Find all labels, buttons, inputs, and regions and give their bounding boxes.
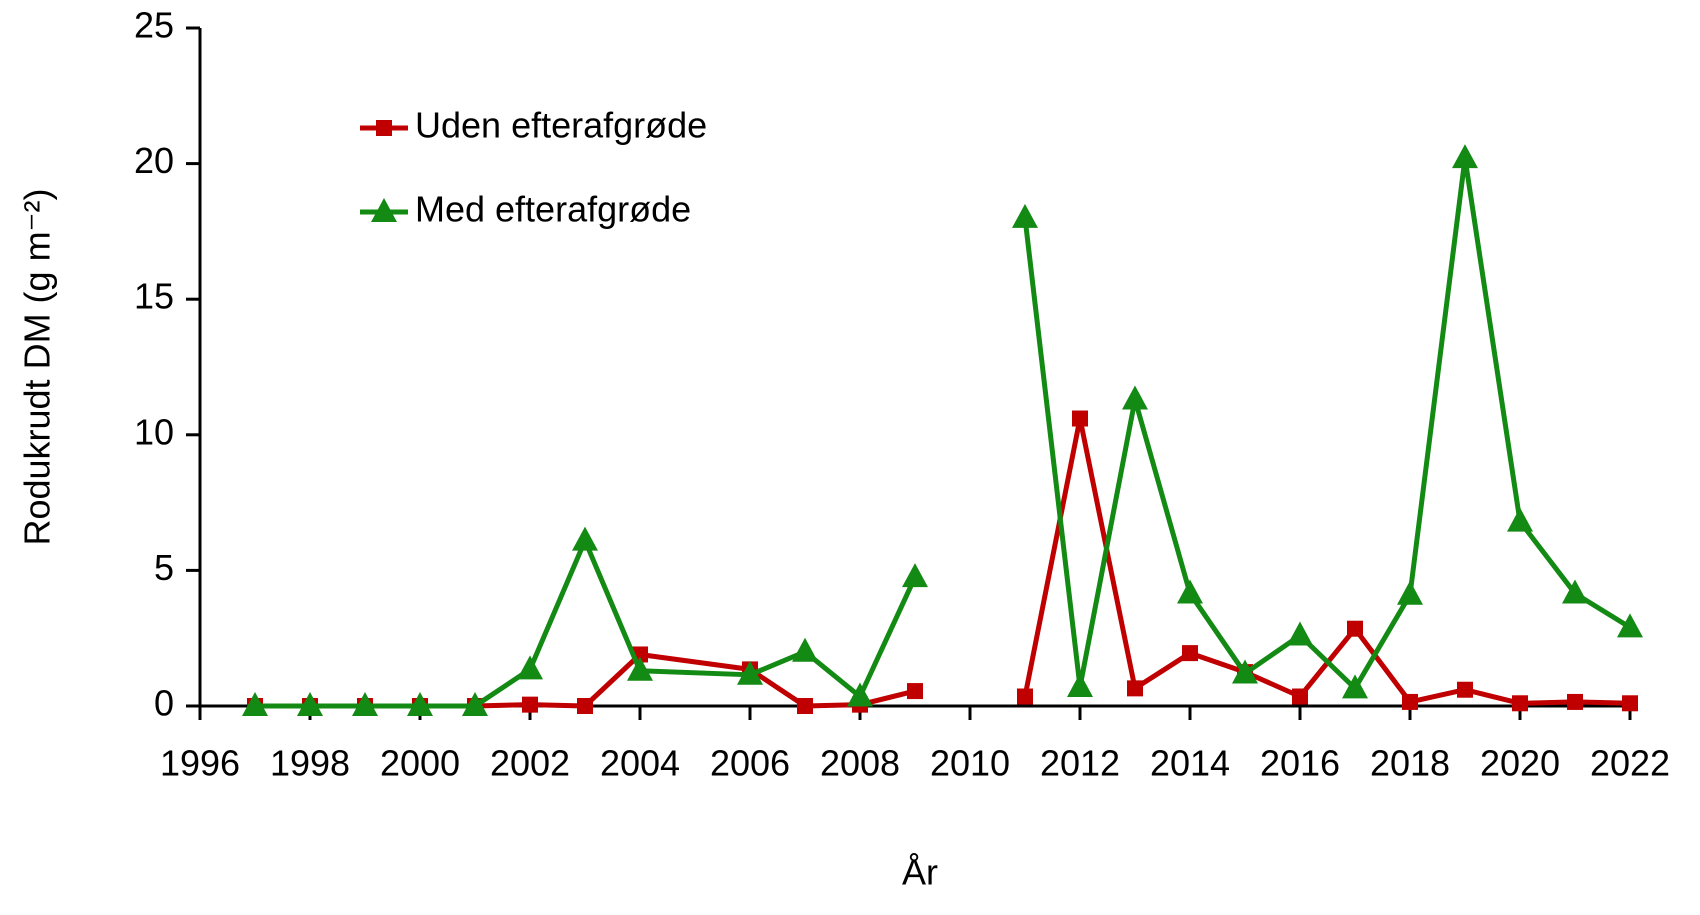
data-point (1232, 659, 1258, 684)
data-point (1402, 693, 1418, 710)
series-line (255, 538, 918, 709)
x-axis-label: År (902, 852, 938, 893)
data-point (1512, 695, 1528, 712)
data-point (907, 683, 923, 700)
y-tick-label: 5 (154, 547, 174, 588)
data-point (577, 698, 593, 714)
x-tick-label: 2022 (1590, 743, 1670, 784)
legend-marker (371, 198, 397, 222)
x-tick-label: 2000 (380, 743, 460, 784)
y-tick-label: 25 (134, 5, 174, 46)
legend-marker (376, 120, 392, 136)
y-tick-label: 10 (134, 411, 174, 452)
x-tick-label: 2008 (820, 743, 900, 784)
data-point (407, 692, 433, 716)
data-point (1457, 681, 1473, 698)
data-point (522, 696, 538, 713)
data-point (1452, 144, 1478, 169)
data-point (1567, 693, 1583, 710)
x-tick-label: 2018 (1370, 743, 1450, 784)
data-point (1122, 385, 1148, 410)
x-tick-label: 2004 (600, 743, 680, 784)
data-point (1562, 579, 1588, 604)
data-point (1287, 621, 1313, 646)
data-point (847, 682, 873, 707)
data-point (1507, 507, 1533, 532)
x-tick-label: 1996 (160, 743, 240, 784)
data-point (462, 692, 488, 716)
data-point (1342, 674, 1368, 699)
data-point (1292, 688, 1308, 705)
data-point (1017, 688, 1033, 705)
x-tick-label: 2014 (1150, 743, 1230, 784)
data-point (297, 692, 323, 716)
data-point (352, 692, 378, 716)
data-point (242, 692, 268, 716)
data-point (1347, 620, 1363, 637)
x-tick-label: 2010 (930, 743, 1010, 784)
x-tick-label: 2006 (710, 743, 790, 784)
data-point (902, 563, 928, 588)
data-point (1012, 203, 1038, 228)
data-point (1127, 680, 1143, 697)
data-point (517, 655, 543, 680)
data-point (1182, 645, 1198, 662)
data-point (792, 637, 818, 662)
y-tick-label: 20 (134, 140, 174, 181)
data-point (572, 526, 598, 551)
x-tick-label: 2012 (1040, 743, 1120, 784)
data-point (1617, 613, 1643, 638)
data-point (1072, 410, 1088, 427)
data-point (1067, 673, 1093, 698)
y-axis-label: Rodukrudt DM (g m⁻²) (17, 188, 58, 545)
x-tick-label: 1998 (270, 743, 350, 784)
y-tick-label: 15 (134, 276, 174, 317)
y-tick-label: 0 (154, 683, 174, 724)
data-point (737, 660, 763, 685)
legend-label: Uden efterafgrøde (415, 105, 707, 146)
data-point (627, 656, 653, 681)
data-point (1397, 580, 1423, 605)
data-point (1177, 579, 1203, 604)
x-tick-label: 2020 (1480, 743, 1560, 784)
data-point (797, 698, 813, 714)
data-point (1622, 695, 1638, 712)
x-tick-label: 2016 (1260, 743, 1340, 784)
x-tick-label: 2002 (490, 743, 570, 784)
series-line (1022, 155, 1632, 691)
legend-label: Med efterafgrøde (415, 189, 691, 230)
